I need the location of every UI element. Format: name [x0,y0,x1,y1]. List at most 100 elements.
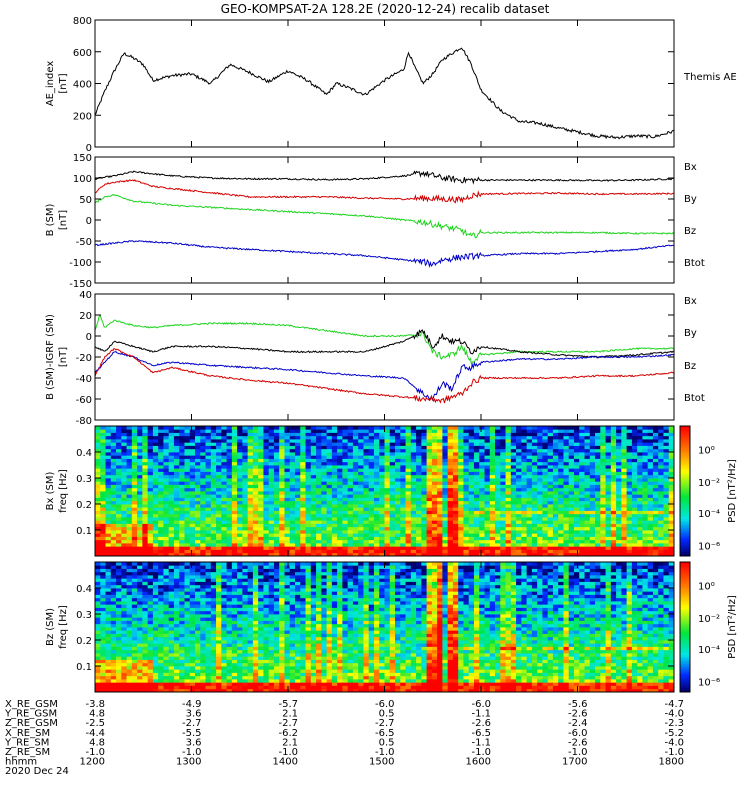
spectrogram-cell [200,432,206,437]
spectrogram-cell [116,578,122,582]
spectrogram-cell [342,468,349,472]
spectrogram-cell [573,517,580,521]
spectrogram-cell [426,439,433,443]
spectrogram-cell [131,662,138,667]
spectrogram-cell [542,474,549,479]
spectrogram-cell [579,465,585,469]
spectrogram-cell [516,439,522,443]
spectrogram-cell [484,536,491,541]
spectrogram-cell [95,643,101,647]
spectrogram-cell [395,520,401,524]
spectrogram-cell [126,442,133,446]
spectrogram-cell [158,530,164,534]
spectrogram-cell [137,630,143,634]
spectrogram-cell [173,461,180,466]
spectrogram-cell [121,500,127,505]
spectrogram-cell [373,429,380,433]
spectrogram-cell [347,513,354,518]
spectrogram-cell [263,442,270,446]
colorbar-segment [680,447,690,451]
spectrogram-cell [300,526,306,531]
spectrogram-cell [347,445,354,450]
spectrogram-cell [368,445,375,450]
spectrogram-cell [216,543,222,547]
spectrogram-cell [163,504,170,508]
spectrogram-cell [195,546,201,550]
spectrogram-cell [221,530,227,534]
spectrogram-cell [152,539,159,544]
spectrogram-cell [284,494,291,498]
spectrogram-cell [168,536,175,541]
spectrogram-cell [521,507,528,511]
spectrogram-cell [421,478,428,482]
spectrogram-cell [526,533,533,537]
spectrogram-cell [358,504,364,508]
spectrogram-cell [621,471,628,476]
spectrogram-cell [110,526,117,531]
spectrogram-cell [595,484,601,489]
spectrogram-cell [463,484,470,489]
spectrogram-cell [473,507,480,511]
spectrogram-cell [537,474,543,479]
spectrogram-cell [95,640,101,644]
spectrogram-cell [584,536,591,541]
spectrogram-cell [389,546,396,550]
spectrogram-cell [389,439,396,443]
spectrogram-cell [258,471,264,476]
spectrogram-cell [616,517,622,521]
spectrogram-cell [242,465,249,469]
spectrogram-cell [484,487,491,492]
spectrogram-cell [184,448,191,453]
spectrogram-cell [616,481,622,485]
spectrogram-cell [352,500,359,505]
spectrogram-cell [452,533,459,537]
spectrogram-cell [452,523,459,528]
spectrogram-cell [495,536,501,541]
spectrogram-cell [631,526,638,531]
spectrogram-cell [152,468,159,472]
spectrogram-cell [600,478,606,482]
spectrogram-cell [184,549,191,554]
spectrogram-cell [342,543,349,547]
spectrogram-cell [621,474,628,479]
spectrogram-cell [473,442,480,446]
colorbar-segment [680,633,690,637]
spectrogram-cell [116,523,122,528]
spectrogram-cell [131,640,138,644]
spectrogram-cell [226,507,233,511]
spectrogram-cell [268,455,275,459]
spectrogram-cell [542,442,549,446]
spectrogram-cell [505,507,512,511]
spectrogram-cell [584,533,591,537]
spectrogram-cell [521,465,528,469]
spectrogram-cell [400,526,406,531]
spectrogram-cell [584,478,591,482]
spectrogram-cell [189,526,196,531]
spectrogram-cell [405,429,412,433]
spectrogram-cell [279,497,285,502]
spectrogram-cell [621,517,628,521]
spectrogram-cell [142,468,149,472]
spectrogram-cell [458,445,464,450]
spectrogram-cell [158,517,164,521]
spectrogram-cell [316,536,322,541]
spectrogram-cell [226,448,233,453]
spectrogram-cell [631,552,638,557]
spectrogram-cell [663,455,670,459]
spectrogram-cell [558,435,564,440]
spectrogram-cell [152,426,159,430]
spectrogram-cell [647,432,654,437]
spectrogram-cell [626,445,633,450]
spectrogram-cell [668,526,675,531]
spectrogram-cell [95,546,101,550]
spectrogram-cell [173,455,180,459]
spectrogram-cell [605,487,612,492]
spectrogram-cell [595,465,601,469]
spectrogram-cell [326,458,333,463]
spectrogram-cell [337,439,343,443]
spectrogram-cell [142,507,149,511]
spectrogram-cell [368,513,375,518]
spectrogram-cell [552,494,559,498]
colorbar-segment [680,549,690,553]
spectrogram-cell [642,491,649,495]
